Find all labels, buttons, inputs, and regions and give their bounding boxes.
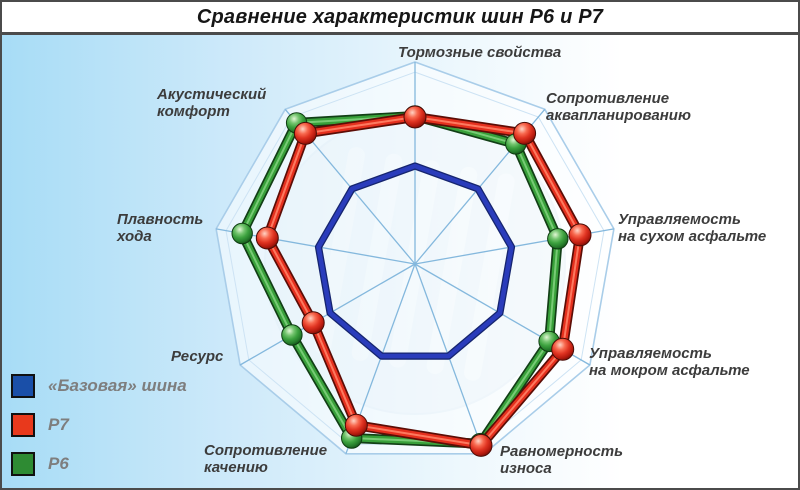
title-bar: Сравнение характеристик шин Р6 и Р7 [2,2,798,35]
radar-canvas [2,35,798,488]
legend: «Базовая» шина Р7 Р6 [11,374,187,476]
axis-label-wear-uniformity: Равномерность износа [500,443,624,477]
axis-label-aquaplaning-resistance: Сопротивление аквапланированию [546,90,691,124]
legend-swatch-p7 [11,413,35,437]
legend-item-base-tire: «Базовая» шина [11,374,187,398]
axis-label-braking-properties: Тормозные свойства [398,44,562,61]
axis-label-wet-asphalt-handling: Управляемость на мокром асфальте [589,345,750,379]
legend-swatch-base-tire [11,374,35,398]
legend-label-p6: Р6 [48,454,69,473]
legend-item-p6: Р6 [11,452,187,476]
legend-swatch-p6 [11,452,35,476]
radar-chart: Тормозные свойства Сопротивление акваплан… [2,35,798,488]
axis-label-dry-asphalt-handling: Управляемость на сухом асфальте [618,211,767,245]
legend-item-p7: Р7 [11,413,187,437]
axis-label-acoustic-comfort: Акустический комфорт [157,86,267,120]
axis-label-rolling-resistance: Сопротивление качению [204,442,328,476]
axis-label-ride-smoothness: Плавность хода [117,211,204,245]
chart-title: Сравнение характеристик шин Р6 и Р7 [196,5,604,28]
axis-label-resource: Ресурс [171,348,224,365]
legend-label-base-tire: «Базовая» шина [48,376,187,395]
legend-label-p7: Р7 [48,415,69,434]
